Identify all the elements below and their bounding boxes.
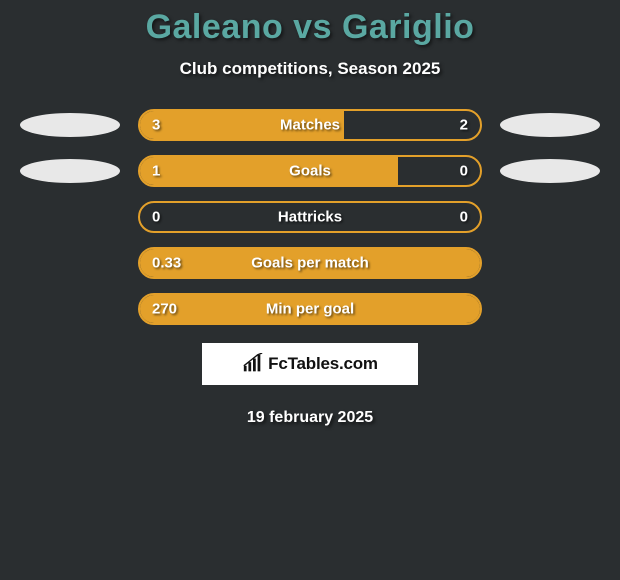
stat-row: 3 Matches 2 bbox=[0, 109, 620, 141]
stat-left-value: 1 bbox=[152, 163, 160, 180]
infographic-container: Galeano vs Gariglio Club competitions, S… bbox=[0, 0, 620, 427]
stat-bar: 1 Goals 0 bbox=[138, 155, 482, 187]
stat-label: Goals per match bbox=[251, 255, 369, 272]
stat-row: 1 Goals 0 bbox=[0, 155, 620, 187]
stat-right-value: 0 bbox=[460, 163, 468, 180]
stat-row: 0.33 Goals per match bbox=[0, 247, 620, 279]
logo: FcTables.com bbox=[242, 353, 378, 375]
subtitle: Club competitions, Season 2025 bbox=[0, 59, 620, 79]
stat-label: Hattricks bbox=[278, 209, 342, 226]
stat-left-value: 0 bbox=[152, 209, 160, 226]
right-decor-ellipse bbox=[500, 159, 600, 183]
stat-bar: 3 Matches 2 bbox=[138, 109, 482, 141]
stat-row: 270 Min per goal bbox=[0, 293, 620, 325]
stat-right-value: 0 bbox=[460, 209, 468, 226]
logo-text: FcTables.com bbox=[268, 354, 378, 374]
stat-left-value: 0.33 bbox=[152, 255, 181, 272]
stat-left-value: 270 bbox=[152, 301, 177, 318]
left-spacer bbox=[20, 251, 120, 275]
left-decor-ellipse bbox=[20, 113, 120, 137]
stat-right-value: 2 bbox=[460, 117, 468, 134]
logo-box: FcTables.com bbox=[202, 343, 418, 385]
stat-left-value: 3 bbox=[152, 117, 160, 134]
left-spacer bbox=[20, 297, 120, 321]
stat-label: Goals bbox=[289, 163, 331, 180]
bar-chart-icon bbox=[242, 353, 264, 375]
stat-rows: 3 Matches 2 1 Goals 0 0 Hattricks 0 0.33 Goals per… bbox=[0, 109, 620, 325]
right-spacer bbox=[500, 297, 600, 321]
stat-label: Min per goal bbox=[266, 301, 354, 318]
stat-bar: 270 Min per goal bbox=[138, 293, 482, 325]
stat-label: Matches bbox=[280, 117, 340, 134]
date-text: 19 february 2025 bbox=[0, 409, 620, 427]
right-spacer bbox=[500, 205, 600, 229]
stat-row: 0 Hattricks 0 bbox=[0, 201, 620, 233]
left-decor-ellipse bbox=[20, 159, 120, 183]
right-decor-ellipse bbox=[500, 113, 600, 137]
stat-bar: 0.33 Goals per match bbox=[138, 247, 482, 279]
stat-bar: 0 Hattricks 0 bbox=[138, 201, 482, 233]
right-spacer bbox=[500, 251, 600, 275]
stat-bar-fill bbox=[140, 157, 398, 185]
page-title: Galeano vs Gariglio bbox=[0, 8, 620, 47]
left-spacer bbox=[20, 205, 120, 229]
